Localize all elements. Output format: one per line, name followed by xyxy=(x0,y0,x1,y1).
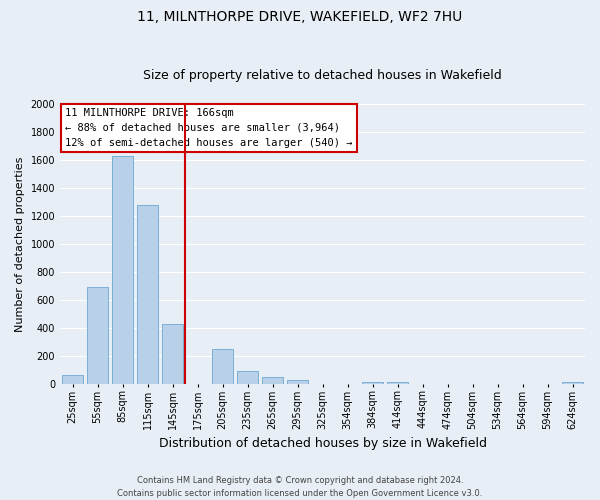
Text: 11 MILNTHORPE DRIVE: 166sqm
← 88% of detached houses are smaller (3,964)
12% of : 11 MILNTHORPE DRIVE: 166sqm ← 88% of det… xyxy=(65,108,353,148)
Bar xyxy=(62,374,83,384)
Bar xyxy=(387,382,408,384)
Bar xyxy=(112,156,133,384)
Text: Contains HM Land Registry data © Crown copyright and database right 2024.
Contai: Contains HM Land Registry data © Crown c… xyxy=(118,476,482,498)
Bar xyxy=(287,380,308,384)
Y-axis label: Number of detached properties: Number of detached properties xyxy=(15,156,25,332)
X-axis label: Distribution of detached houses by size in Wakefield: Distribution of detached houses by size … xyxy=(158,437,487,450)
Bar xyxy=(362,382,383,384)
Bar xyxy=(237,371,258,384)
Text: 11, MILNTHORPE DRIVE, WAKEFIELD, WF2 7HU: 11, MILNTHORPE DRIVE, WAKEFIELD, WF2 7HU xyxy=(137,10,463,24)
Title: Size of property relative to detached houses in Wakefield: Size of property relative to detached ho… xyxy=(143,69,502,82)
Bar xyxy=(562,382,583,384)
Bar xyxy=(137,204,158,384)
Bar xyxy=(262,376,283,384)
Bar xyxy=(162,324,183,384)
Bar xyxy=(87,287,108,384)
Bar xyxy=(212,349,233,384)
